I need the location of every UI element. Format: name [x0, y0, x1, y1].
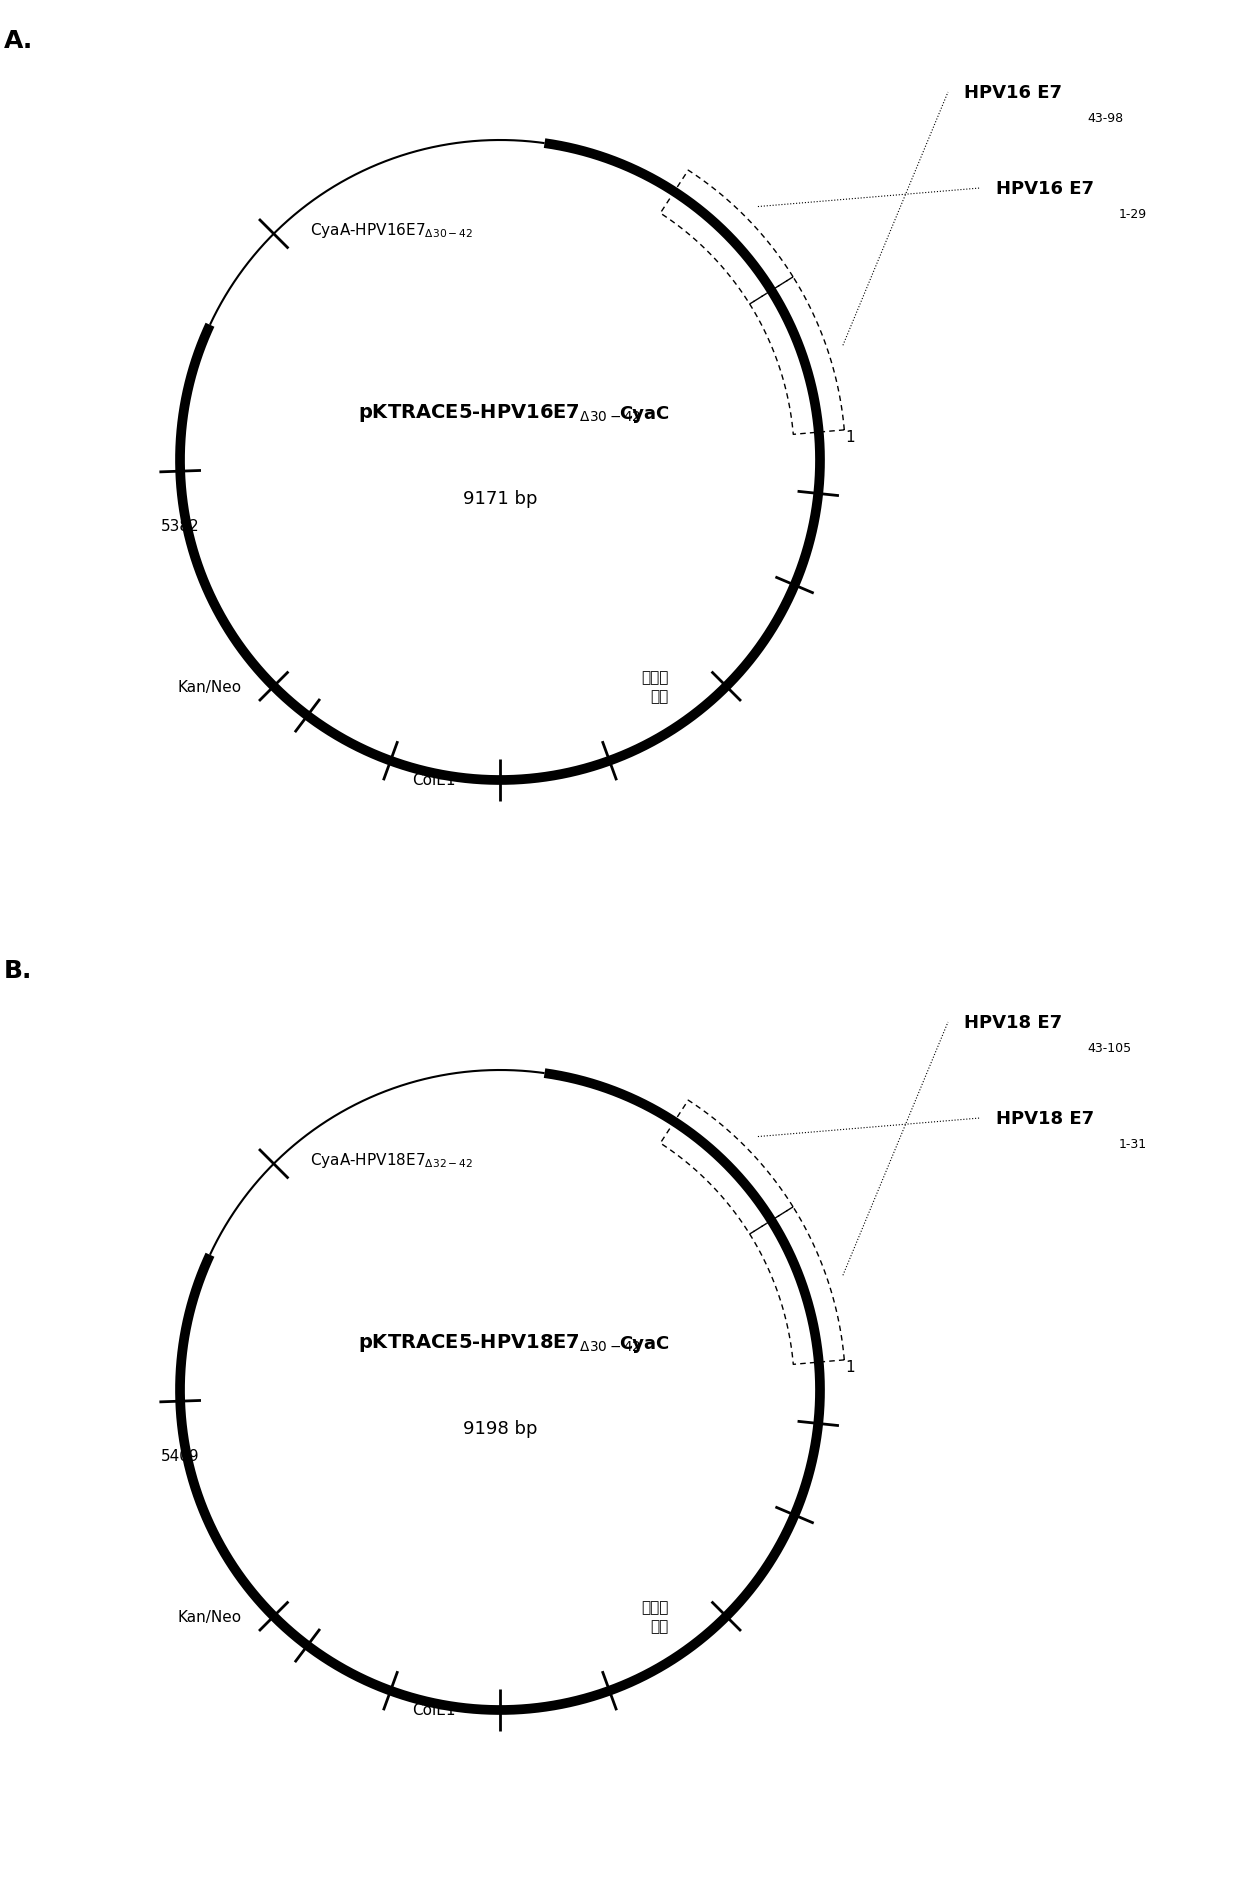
- Text: CyaC: CyaC: [619, 404, 670, 423]
- Text: HPV16 E7: HPV16 E7: [963, 85, 1061, 102]
- Text: pKTRACE5-HPV16E7$_{\Delta30-42}$: pKTRACE5-HPV16E7$_{\Delta30-42}$: [358, 402, 641, 423]
- Text: 9171 bp: 9171 bp: [463, 491, 537, 508]
- Text: 5382: 5382: [161, 519, 200, 534]
- Text: A.: A.: [4, 28, 33, 53]
- Text: 启动子
区域: 启动子 区域: [641, 1600, 668, 1634]
- Text: CyaC: CyaC: [619, 1335, 670, 1352]
- Text: B.: B.: [4, 959, 32, 983]
- Text: HPV18 E7: HPV18 E7: [996, 1109, 1094, 1128]
- Text: HPV18 E7: HPV18 E7: [963, 1013, 1063, 1032]
- Text: 1: 1: [846, 431, 856, 446]
- Text: 1: 1: [846, 1359, 856, 1374]
- Text: CyaA-HPV16E7$_{\Delta30-42}$: CyaA-HPV16E7$_{\Delta30-42}$: [310, 222, 474, 241]
- Text: 1-29: 1-29: [1118, 209, 1147, 222]
- Text: 9198 bp: 9198 bp: [463, 1419, 537, 1438]
- Text: 43-98: 43-98: [1087, 113, 1123, 126]
- Text: 1-31: 1-31: [1118, 1137, 1147, 1151]
- Text: HPV16 E7: HPV16 E7: [996, 180, 1094, 197]
- Text: CyaA-HPV18E7$_{\Delta32-42}$: CyaA-HPV18E7$_{\Delta32-42}$: [310, 1151, 474, 1169]
- Text: 5409: 5409: [161, 1448, 200, 1463]
- Text: 启动子
区域: 启动子 区域: [641, 669, 668, 703]
- Text: ColE1: ColE1: [412, 773, 455, 788]
- Text: pKTRACE5-HPV18E7$_{\Delta30-42}$: pKTRACE5-HPV18E7$_{\Delta30-42}$: [358, 1331, 641, 1354]
- Text: Kan/Neo: Kan/Neo: [177, 1609, 242, 1624]
- Text: 43-105: 43-105: [1087, 1042, 1131, 1055]
- Text: Kan/Neo: Kan/Neo: [177, 679, 242, 694]
- Text: ColE1: ColE1: [412, 1703, 455, 1718]
